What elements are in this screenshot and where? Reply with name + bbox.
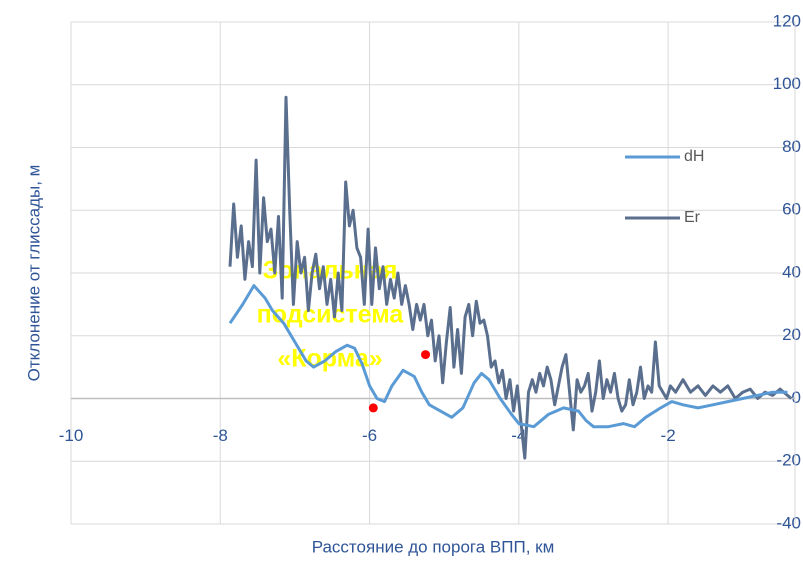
y-tick-label: 120 — [773, 11, 801, 30]
legend-label: dH — [684, 148, 704, 165]
y-tick-label: -40 — [776, 513, 801, 532]
y-tick-label: 100 — [773, 74, 801, 93]
annotation: «Корма» — [277, 345, 382, 373]
x-tick-label: -8 — [213, 426, 228, 445]
legend-label: Er — [684, 209, 701, 226]
x-tick-label: -10 — [59, 426, 84, 445]
data-line — [228, 284, 788, 429]
y-axis-title: Отклонение от глиссады, м — [24, 165, 43, 382]
marker-point — [421, 350, 431, 360]
y-tick-label: 0 — [792, 388, 801, 407]
y-tick-label: 60 — [782, 200, 801, 219]
annotation: подсистема — [257, 301, 405, 329]
y-tick-label: 80 — [782, 137, 801, 156]
marker-point — [368, 403, 378, 413]
y-tick-label: 20 — [782, 325, 801, 344]
x-tick-label: -6 — [362, 426, 377, 445]
data-line — [228, 95, 793, 460]
y-tick-label: -20 — [776, 451, 801, 470]
x-tick-label: -2 — [661, 426, 676, 445]
y-tick-label: 40 — [782, 262, 801, 281]
x-axis-title: Расстояние до порога ВПП, км — [312, 537, 555, 556]
